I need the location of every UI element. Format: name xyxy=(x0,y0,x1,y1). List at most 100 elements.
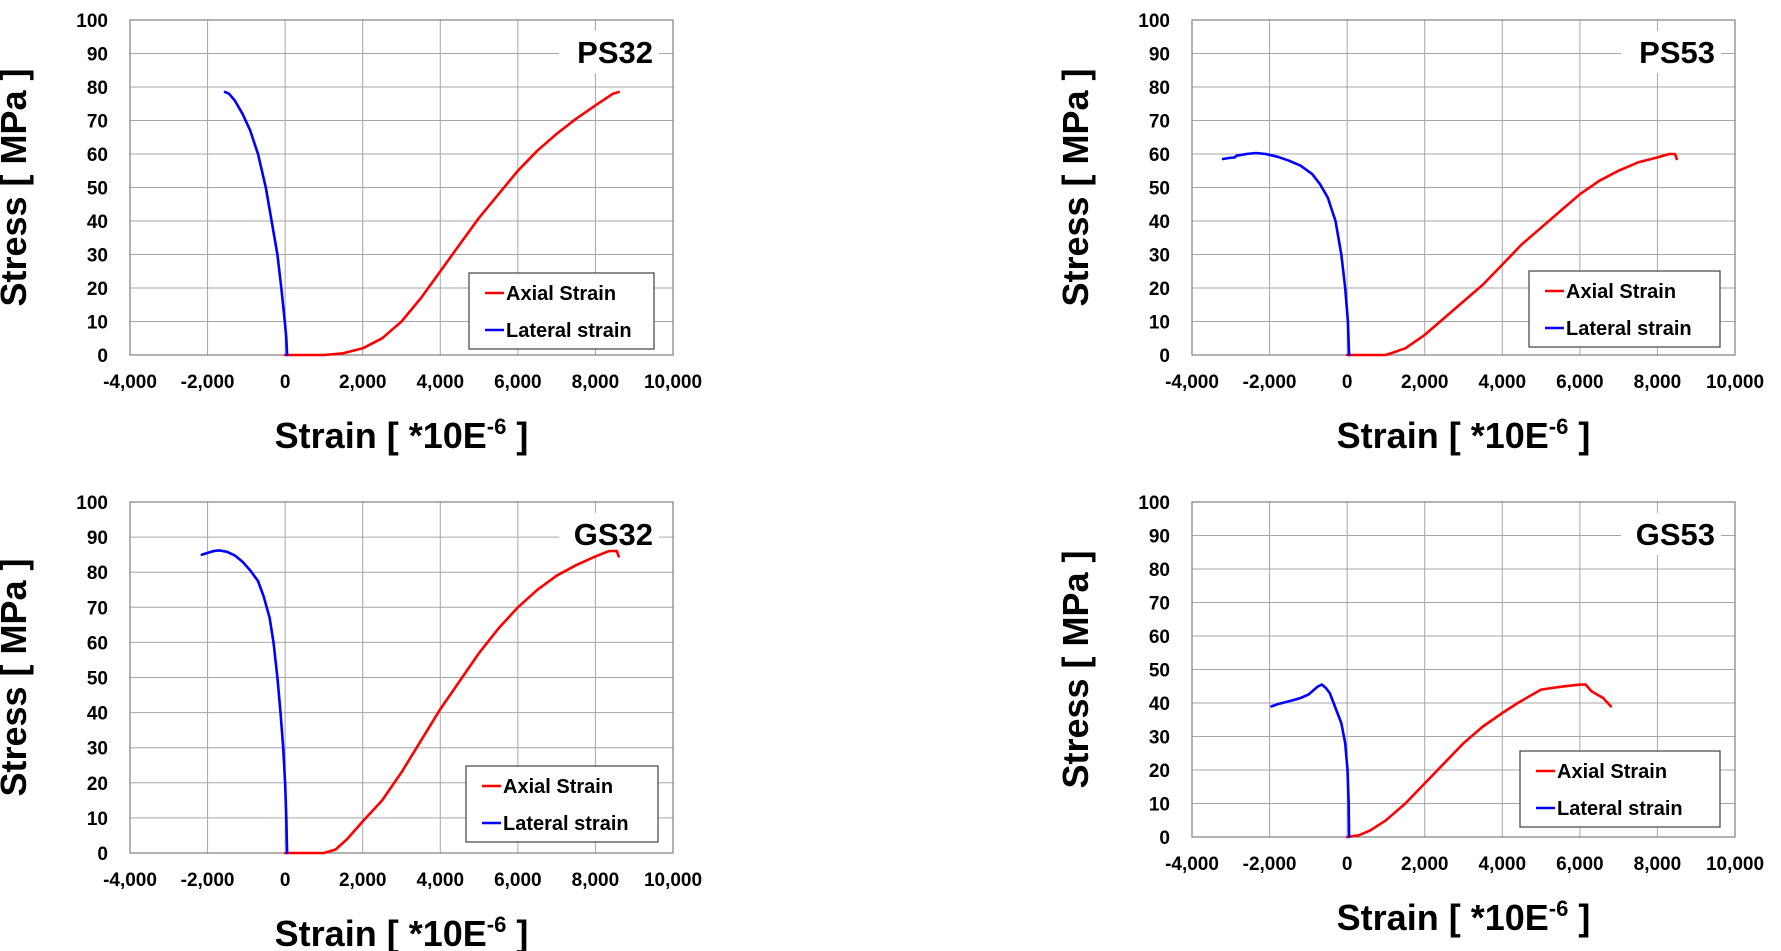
x-axis-title-main: Strain [ *10E xyxy=(1337,897,1549,938)
y-tick-label: 10 xyxy=(87,313,108,334)
x-tick-label: 0 xyxy=(280,372,291,393)
x-tick-label: -4,000 xyxy=(103,870,157,891)
series-line-lateral-strain xyxy=(1221,151,1351,357)
y-tick-label: 0 xyxy=(1159,346,1170,367)
x-tick-label: -2,000 xyxy=(1243,372,1297,393)
x-axis-title: Strain [ *10E-6 ] xyxy=(275,414,529,456)
y-tick-label: 60 xyxy=(87,145,108,166)
y-tick-label: 50 xyxy=(87,669,108,690)
y-tick-label: 10 xyxy=(1149,795,1170,816)
y-tick-label: 40 xyxy=(1149,694,1170,715)
legend-label: Axial Strain xyxy=(503,776,613,798)
y-tick-label: 60 xyxy=(1149,145,1170,166)
y-tick-label: 80 xyxy=(87,78,108,99)
y-tick-label: 20 xyxy=(1149,761,1170,782)
y-tick-label: 70 xyxy=(1149,594,1170,615)
series-line-axial-strain xyxy=(283,549,621,855)
x-tick-label: -4,000 xyxy=(1165,854,1219,875)
legend-label: Lateral strain xyxy=(506,320,632,342)
plot-frame xyxy=(1191,501,1736,838)
y-tick-label: 50 xyxy=(87,179,108,200)
y-tick-label: 20 xyxy=(87,774,108,795)
y-tick-label: 70 xyxy=(87,598,108,619)
panel-title-bg xyxy=(1621,31,1721,73)
y-tick-label: 50 xyxy=(1149,661,1170,682)
y-tick-label: 0 xyxy=(97,844,108,865)
series-line-lateral-strain xyxy=(1270,683,1351,839)
y-tick-label: 0 xyxy=(1159,828,1170,849)
y-tick-label: 60 xyxy=(87,633,108,654)
legend: Axial Strain Lateral strain xyxy=(465,765,659,843)
x-axis-title-main: Strain [ *10E xyxy=(1337,415,1549,456)
y-tick-label: 60 xyxy=(1149,627,1170,648)
x-axis-title-exponent: -6 xyxy=(487,414,507,439)
y-tick-label: 70 xyxy=(87,112,108,133)
y-tick-label: 40 xyxy=(87,212,108,233)
panel-title: GS32 xyxy=(574,517,653,552)
panel-title: PS53 xyxy=(1639,35,1715,70)
panel-title: PS32 xyxy=(577,35,653,70)
y-tick-label: 100 xyxy=(76,493,108,514)
x-tick-label: 4,000 xyxy=(417,372,465,393)
y-tick-label: 10 xyxy=(87,809,108,830)
y-tick-label: 30 xyxy=(87,739,108,760)
x-tick-label: -4,000 xyxy=(103,372,157,393)
x-tick-label: 8,000 xyxy=(1634,372,1682,393)
x-axis-title-exponent: -6 xyxy=(1549,414,1569,439)
y-axis-title: Stress [ MPa ] xyxy=(1055,68,1096,306)
y-tick-label: 20 xyxy=(87,279,108,300)
series-line-axial-strain xyxy=(283,90,621,357)
panel-title: GS53 xyxy=(1636,517,1715,552)
legend-box xyxy=(1519,750,1721,828)
x-tick-label: 0 xyxy=(1342,372,1353,393)
chart-ps53: -4,000 -2,000 0 2,000 4,000 6,000 8,000 10,000 0… xyxy=(1055,11,1764,456)
x-tick-label: 0 xyxy=(1342,854,1353,875)
panel-title-bg xyxy=(559,31,659,73)
series-line-lateral-strain xyxy=(223,90,289,357)
plot-frame xyxy=(129,501,674,854)
panel-title-bg xyxy=(1621,513,1721,555)
legend-label: Lateral strain xyxy=(1566,318,1692,340)
y-tick-label: 30 xyxy=(87,246,108,267)
x-axis-title: Strain [ *10E-6 ] xyxy=(1337,896,1591,938)
y-tick-label: 50 xyxy=(1149,179,1170,200)
y-tick-label: 0 xyxy=(97,346,108,367)
y-tick-label: 40 xyxy=(87,704,108,725)
x-axis-title-end: ] xyxy=(1568,897,1590,938)
x-tick-label: 6,000 xyxy=(1556,372,1604,393)
legend: Axial Strain Lateral strain xyxy=(1519,750,1721,828)
x-tick-label: 10,000 xyxy=(644,870,702,891)
legend: Axial Strain Lateral strain xyxy=(468,272,655,350)
y-tick-label: 70 xyxy=(1149,112,1170,133)
x-tick-label: 2,000 xyxy=(339,870,387,891)
x-tick-label: 8,000 xyxy=(572,372,620,393)
series-line-lateral-strain xyxy=(200,549,289,855)
y-tick-label: 100 xyxy=(76,11,108,32)
x-axis-title-end: ] xyxy=(506,415,528,456)
x-tick-label: 0 xyxy=(280,870,291,891)
x-tick-label: 2,000 xyxy=(1401,854,1449,875)
x-tick-label: 10,000 xyxy=(1706,854,1764,875)
x-tick-label: 10,000 xyxy=(644,372,702,393)
y-tick-label: 80 xyxy=(1149,560,1170,581)
y-tick-label: 30 xyxy=(1149,246,1170,267)
x-tick-label: -2,000 xyxy=(181,870,235,891)
y-tick-label: 90 xyxy=(1149,527,1170,548)
x-axis-title: Strain [ *10E-6 ] xyxy=(1337,414,1591,456)
x-axis-title: Strain [ *10E-6 ] xyxy=(275,912,529,951)
y-tick-label: 20 xyxy=(1149,279,1170,300)
y-tick-label: 80 xyxy=(87,563,108,584)
plot-frame xyxy=(1191,19,1736,356)
legend-box xyxy=(465,765,659,843)
legend-label: Axial Strain xyxy=(1557,761,1667,783)
legend: Axial Strain Lateral strain xyxy=(1528,270,1721,348)
x-tick-label: 10,000 xyxy=(1706,372,1764,393)
x-tick-label: 2,000 xyxy=(339,372,387,393)
x-tick-label: 6,000 xyxy=(494,870,542,891)
y-tick-label: 40 xyxy=(1149,212,1170,233)
y-tick-label: 100 xyxy=(1138,11,1170,32)
x-tick-label: 2,000 xyxy=(1401,372,1449,393)
x-tick-label: 8,000 xyxy=(572,870,620,891)
x-tick-label: 6,000 xyxy=(494,372,542,393)
x-tick-label: -2,000 xyxy=(1243,854,1297,875)
